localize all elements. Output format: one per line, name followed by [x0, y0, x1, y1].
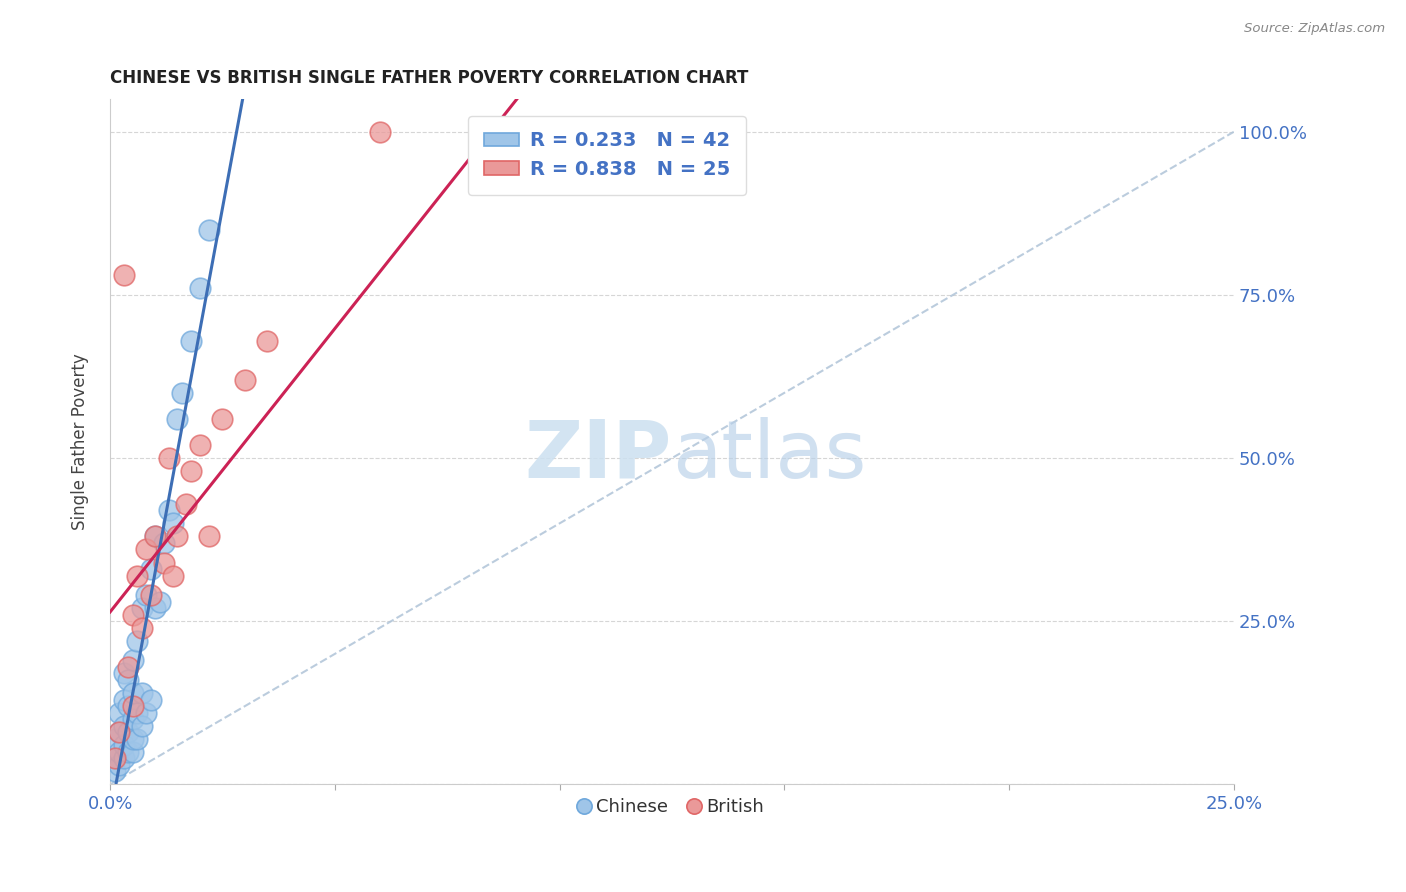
Point [143, 529, 166, 543]
Point [117, 699, 139, 714]
Point [103, 751, 125, 765]
Point [135, 706, 157, 720]
Point [108, 745, 131, 759]
Point [143, 601, 166, 615]
Point [112, 751, 135, 765]
Point [108, 706, 131, 720]
Point [117, 660, 139, 674]
Point [211, 412, 233, 426]
Point [103, 731, 125, 746]
Point [256, 334, 278, 348]
Point [148, 595, 170, 609]
Text: CHINESE VS BRITISH SINGLE FATHER POVERTY CORRELATION CHART: CHINESE VS BRITISH SINGLE FATHER POVERTY… [110, 69, 748, 87]
Point [162, 516, 184, 531]
Text: atlas: atlas [672, 417, 866, 494]
Point [121, 712, 143, 726]
Point [112, 739, 135, 753]
Text: ZIP: ZIP [524, 417, 672, 494]
Point [112, 666, 135, 681]
Point [157, 503, 180, 517]
Point [176, 497, 198, 511]
Point [121, 731, 143, 746]
Point [112, 268, 135, 283]
Point [117, 673, 139, 687]
Point [108, 757, 131, 772]
Point [121, 699, 143, 714]
Point [166, 412, 188, 426]
Point [198, 529, 221, 543]
Point [121, 607, 143, 622]
Point [117, 745, 139, 759]
Point [121, 745, 143, 759]
Point [125, 706, 148, 720]
Point [166, 529, 188, 543]
Y-axis label: Single Father Poverty: Single Father Poverty [72, 353, 89, 530]
Point [170, 385, 193, 400]
Point [125, 731, 148, 746]
Point [131, 601, 153, 615]
Point [131, 621, 153, 635]
Point [103, 764, 125, 779]
Point [180, 334, 202, 348]
Point [548, 125, 571, 139]
Text: Source: ZipAtlas.com: Source: ZipAtlas.com [1244, 22, 1385, 36]
Point [526, 125, 548, 139]
Point [143, 529, 166, 543]
Point [103, 751, 125, 765]
Point [139, 588, 162, 602]
Point [139, 562, 162, 576]
Point [153, 536, 176, 550]
Point [121, 686, 143, 700]
Point [131, 686, 153, 700]
Point [112, 719, 135, 733]
Point [125, 568, 148, 582]
Point [139, 692, 162, 706]
Point [135, 588, 157, 602]
Point [125, 633, 148, 648]
Point [108, 725, 131, 739]
Point [188, 438, 211, 452]
Point [117, 725, 139, 739]
Point [198, 223, 221, 237]
Point [121, 653, 143, 667]
Point [162, 568, 184, 582]
Point [188, 281, 211, 295]
Point [368, 125, 391, 139]
Legend: Chinese, British: Chinese, British [572, 791, 770, 823]
Point [180, 464, 202, 478]
Point [108, 725, 131, 739]
Point [157, 451, 180, 466]
Point [135, 542, 157, 557]
Point [233, 373, 256, 387]
Point [131, 719, 153, 733]
Point [112, 692, 135, 706]
Point [153, 556, 176, 570]
